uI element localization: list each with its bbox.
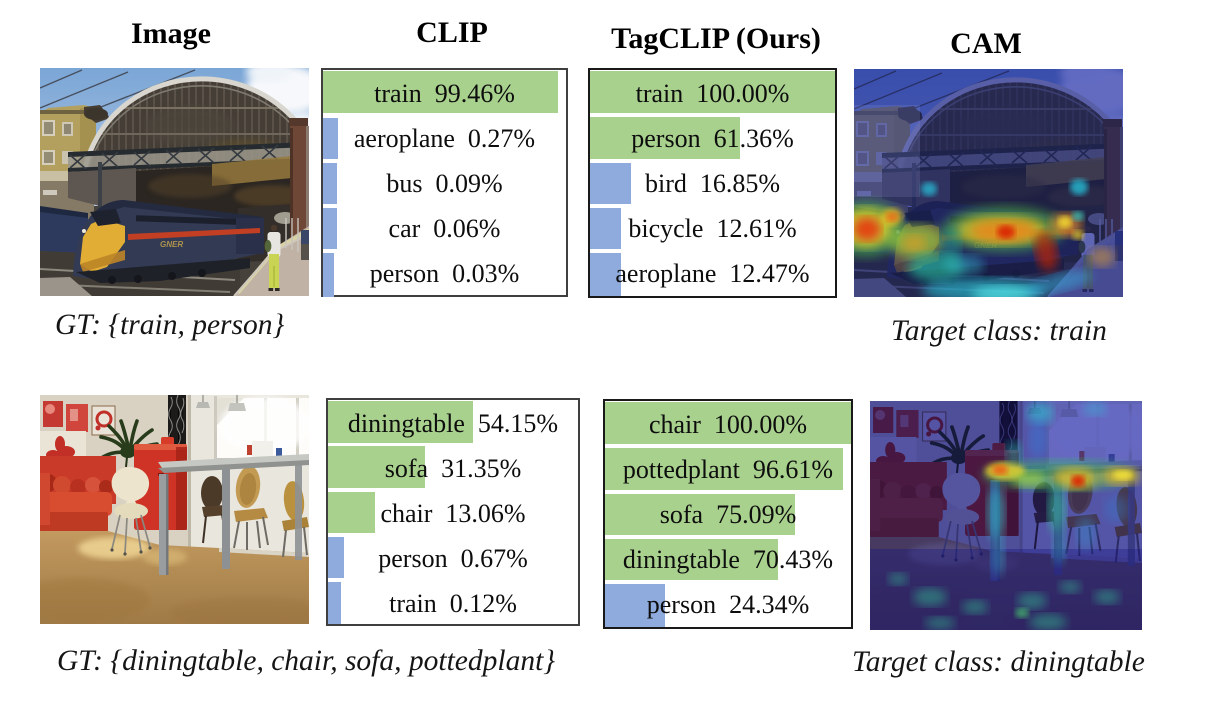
svg-text:GNER: GNER xyxy=(160,240,183,249)
